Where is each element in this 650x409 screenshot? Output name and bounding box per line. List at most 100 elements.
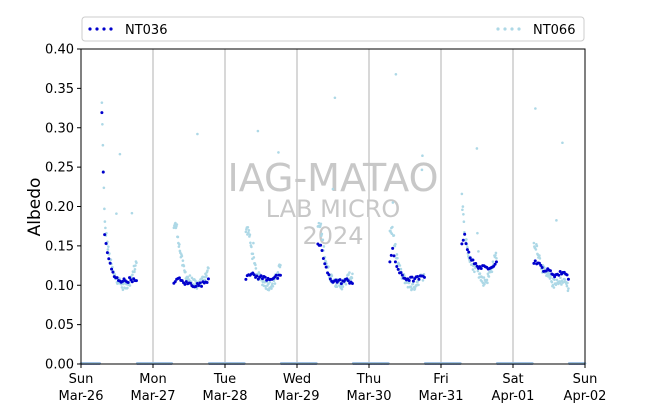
legend: NT036 NT066 [81,16,585,42]
data-point-nt036 [334,278,338,282]
legend-marker-nt066 [496,27,521,31]
y-tick-label: 0.10 [45,279,74,294]
data-point-nt036 [206,277,210,281]
y-tick-label: 0.25 [45,161,74,176]
legend-marker-dot [88,27,92,31]
data-point-nt066 [101,122,104,126]
data-point-nt066 [254,263,257,267]
data-point-nt036 [111,270,115,274]
data-point-nt036 [107,257,111,261]
x-tick-day-label: Sun [573,372,598,387]
data-point-nt036 [395,265,399,269]
data-point-nt036 [194,284,198,288]
data-point-nt066 [534,107,537,110]
data-point-nt036 [539,263,543,267]
data-point-nt066 [421,279,425,282]
data-point-nt036 [467,250,471,254]
data-point-nt066 [103,207,106,211]
data-point-nt036 [465,248,469,252]
data-point-nt066 [176,235,180,239]
data-point-nt066 [551,283,555,287]
data-point-nt036 [244,277,248,281]
data-point-nt036 [320,249,324,253]
data-point-nt036 [105,251,109,255]
data-point-nt066 [494,251,498,255]
data-point-nt066 [188,274,192,277]
data-point-nt066 [100,101,104,104]
data-point-nt066 [327,265,330,269]
legend-label-nt036: NT036 [125,23,167,38]
y-axis-title: Albedo [25,178,45,237]
data-point-nt066 [476,231,479,235]
data-point-nt036 [388,260,392,264]
data-point-nt066 [103,220,107,223]
legend-marker-nt036 [88,27,113,31]
legend-marker-dot [102,27,106,31]
data-point-nt066 [483,282,486,286]
data-point-nt066 [411,282,415,286]
legend-marker-dot [109,27,113,31]
data-point-nt066 [244,230,248,234]
data-point-nt066 [485,278,489,282]
data-point-nt066 [477,250,480,253]
data-point-nt066 [490,270,494,274]
data-point-nt066 [175,223,179,226]
data-point-nt066 [462,212,465,216]
data-point-nt066 [128,284,132,287]
data-point-nt066 [273,282,277,285]
data-point-nt066 [390,232,394,236]
data-point-nt066 [121,288,125,292]
data-point-nt066 [246,226,250,229]
data-point-nt066 [399,267,403,271]
data-point-nt036 [339,282,343,286]
data-point-nt036 [205,281,209,285]
data-point-nt066 [478,272,482,275]
data-point-nt066 [538,254,541,257]
data-point-nt066 [271,284,275,288]
data-point-nt066 [181,259,185,262]
data-point-nt036 [463,232,467,236]
data-point-nt036 [548,269,552,273]
x-tick-date-label: Apr-01 [492,389,535,404]
x-tick-date-label: Mar-30 [347,389,392,404]
data-point-nt036 [184,280,188,284]
data-point-nt066 [190,276,194,280]
data-point-nt036 [540,265,544,269]
data-point-nt066 [279,263,282,267]
x-tick-day-label: Sun [69,372,94,387]
data-point-nt036 [324,265,328,269]
legend-marker-dot [496,27,500,31]
data-point-nt066 [552,286,556,289]
data-point-nt066 [351,272,354,276]
data-point-nt036 [396,267,400,271]
data-point-nt066 [465,238,468,241]
data-point-nt066 [195,287,199,290]
data-point-nt066 [135,261,138,265]
data-point-nt066 [251,252,255,256]
data-point-nt036 [121,279,125,283]
data-point-nt066 [395,253,399,256]
data-point-nt036 [464,242,468,246]
data-point-nt066 [104,226,107,230]
x-tick-day-label: Sat [502,372,523,387]
data-point-nt066 [410,287,414,291]
y-tick-label: 0.15 [45,239,74,254]
data-point-nt066 [126,286,129,290]
data-point-nt066 [553,278,556,281]
legend-box [81,16,585,42]
data-point-nt036 [479,267,483,271]
data-point-nt066 [398,264,402,267]
data-point-nt036 [493,262,497,266]
data-point-nt066 [548,272,551,275]
data-point-nt066 [559,276,562,280]
data-point-nt036 [460,242,464,246]
data-point-nt036 [130,280,134,284]
data-point-nt066 [102,186,106,190]
data-point-nt036 [188,281,192,285]
x-gridlines [152,49,514,364]
data-point-nt036 [544,269,548,273]
data-point-nt036 [468,256,472,260]
data-point-nt036 [407,278,411,282]
data-point-nt066 [205,274,208,277]
